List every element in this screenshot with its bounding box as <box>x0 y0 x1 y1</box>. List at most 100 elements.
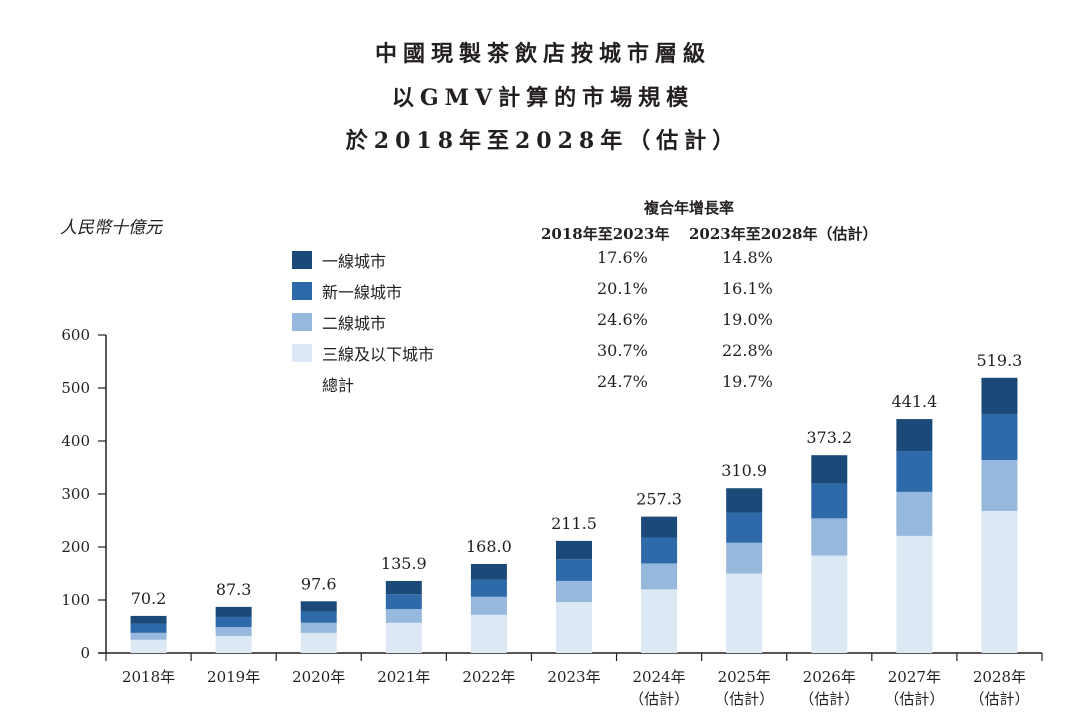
x-tick-label: 2027年 <box>888 668 941 686</box>
bar-segment <box>385 622 422 653</box>
bar-segment <box>556 540 592 560</box>
bar-segment <box>385 609 422 623</box>
bar-segment <box>641 537 678 564</box>
bar-segment <box>896 491 933 536</box>
bar-segment <box>726 512 763 543</box>
x-tick-note: （估計） <box>969 690 1029 708</box>
bar-segment <box>300 611 337 623</box>
x-tick-note: （估計） <box>629 690 689 708</box>
x-tick-label: 2019年 <box>207 668 260 686</box>
x-tick-label: 2018年 <box>122 668 175 686</box>
x-tick-label: 2023年 <box>547 668 600 686</box>
bar-segment <box>811 483 848 519</box>
cagr-value: 20.1% <box>597 279 648 298</box>
legend-label: 新一線城市 <box>322 283 403 302</box>
y-tick-label: 400 <box>61 432 90 450</box>
bar-segment <box>896 419 933 452</box>
bar-segment <box>641 516 678 538</box>
x-tick-note: （估計） <box>799 690 859 708</box>
y-tick-label: 100 <box>61 591 90 609</box>
x-tick-label: 2020年 <box>292 668 345 686</box>
bar-segment <box>556 602 592 653</box>
bar-segment <box>300 601 337 612</box>
y-tick-label: 0 <box>80 644 90 662</box>
labels: 70.2 2018年 87.3 2019年 97.6 2020年 135.9 2021年 168… <box>122 351 1030 708</box>
bar-segment <box>896 535 933 653</box>
y-axis-unit-label: 人民幣十億元 <box>60 218 162 238</box>
total-label: 519.3 <box>977 351 1023 370</box>
bar-segment <box>470 596 507 615</box>
total-label: 70.2 <box>131 589 167 608</box>
cagr-value: 24.7% <box>597 372 648 391</box>
cagr-value: 19.7% <box>722 372 773 391</box>
x-tick-label: 2026年 <box>803 668 856 686</box>
total-label: 310.9 <box>721 461 767 480</box>
bar-segment <box>641 563 678 590</box>
bar-segment <box>981 413 1018 461</box>
bar-segment <box>556 559 592 581</box>
bar-segment <box>726 573 763 653</box>
bar-segment <box>470 563 507 580</box>
total-label: 135.9 <box>381 554 427 573</box>
y-tick-label: 200 <box>61 538 90 556</box>
x-tick-label: 2025年 <box>718 668 771 686</box>
bar-segment <box>215 636 252 653</box>
cagr-value: 19.0% <box>722 310 773 329</box>
y-tick-label: 300 <box>61 485 90 503</box>
bar-segment <box>726 542 763 574</box>
x-tick-label: 2028年 <box>973 668 1026 686</box>
cagr-value: 14.8% <box>722 248 773 267</box>
cagr-value: 22.8% <box>722 341 773 360</box>
chart-title-line-3: 於2018年至2028年（估計） <box>345 128 741 154</box>
bar-segment <box>385 594 422 610</box>
bar-segment <box>811 518 848 556</box>
axes: 0 100 200 300 400 500 600 <box>61 326 1043 662</box>
total-label: 87.3 <box>216 580 252 599</box>
total-label: 211.5 <box>551 514 597 533</box>
x-tick-note: （估計） <box>714 690 774 708</box>
bar-segment <box>215 616 252 628</box>
bar-segment <box>470 614 507 653</box>
cagr-header: 複合年增長率 <box>644 199 735 217</box>
bars <box>130 377 1018 653</box>
bar-segment <box>470 579 507 597</box>
total-label: 168.0 <box>466 537 512 556</box>
y-tick-label: 500 <box>61 379 90 397</box>
total-label: 97.6 <box>301 574 337 593</box>
x-tick-label: 2022年 <box>462 668 515 686</box>
cagr-value: 17.6% <box>597 248 648 267</box>
bar-segment <box>896 451 933 492</box>
chart-title-line-2: 以GMV計算的市場規模 <box>391 85 695 111</box>
total-label: 373.2 <box>806 428 852 447</box>
bar-segment <box>300 622 337 633</box>
bar-segment <box>385 580 422 595</box>
total-label: 257.3 <box>636 490 682 509</box>
cagr-column-2-header: 2023年至2028年（估計） <box>689 225 878 243</box>
bar-segment <box>215 627 252 637</box>
bar-segment <box>130 615 167 624</box>
legend-swatch <box>292 344 312 362</box>
x-tick-note: （估計） <box>884 690 944 708</box>
x-tick-label: 2021年 <box>377 668 430 686</box>
legend-label: 三線及以下城市 <box>322 345 435 364</box>
bar-segment <box>215 606 252 617</box>
cagr-column-1-header: 2018年至2023年 <box>541 225 670 243</box>
bar-segment <box>981 460 1018 511</box>
bar-segment <box>811 555 848 653</box>
bar-segment <box>556 580 592 603</box>
legend-swatch <box>292 282 312 300</box>
cagr-value: 16.1% <box>722 279 773 298</box>
legend-label: 一線城市 <box>322 252 387 271</box>
legend-label: 二線城市 <box>322 314 387 333</box>
bar-segment <box>130 639 167 653</box>
legend-swatch <box>292 251 312 269</box>
x-tick-label: 2024年 <box>632 668 685 686</box>
bar-segment <box>726 488 763 513</box>
chart-title-line-1: 中國現製茶飲店按城市層級 <box>374 41 711 67</box>
bar-segment <box>300 632 337 653</box>
bar-segment <box>981 377 1018 414</box>
total-label: 441.4 <box>891 392 937 411</box>
legend-swatch <box>292 313 312 331</box>
bar-segment <box>811 455 848 484</box>
